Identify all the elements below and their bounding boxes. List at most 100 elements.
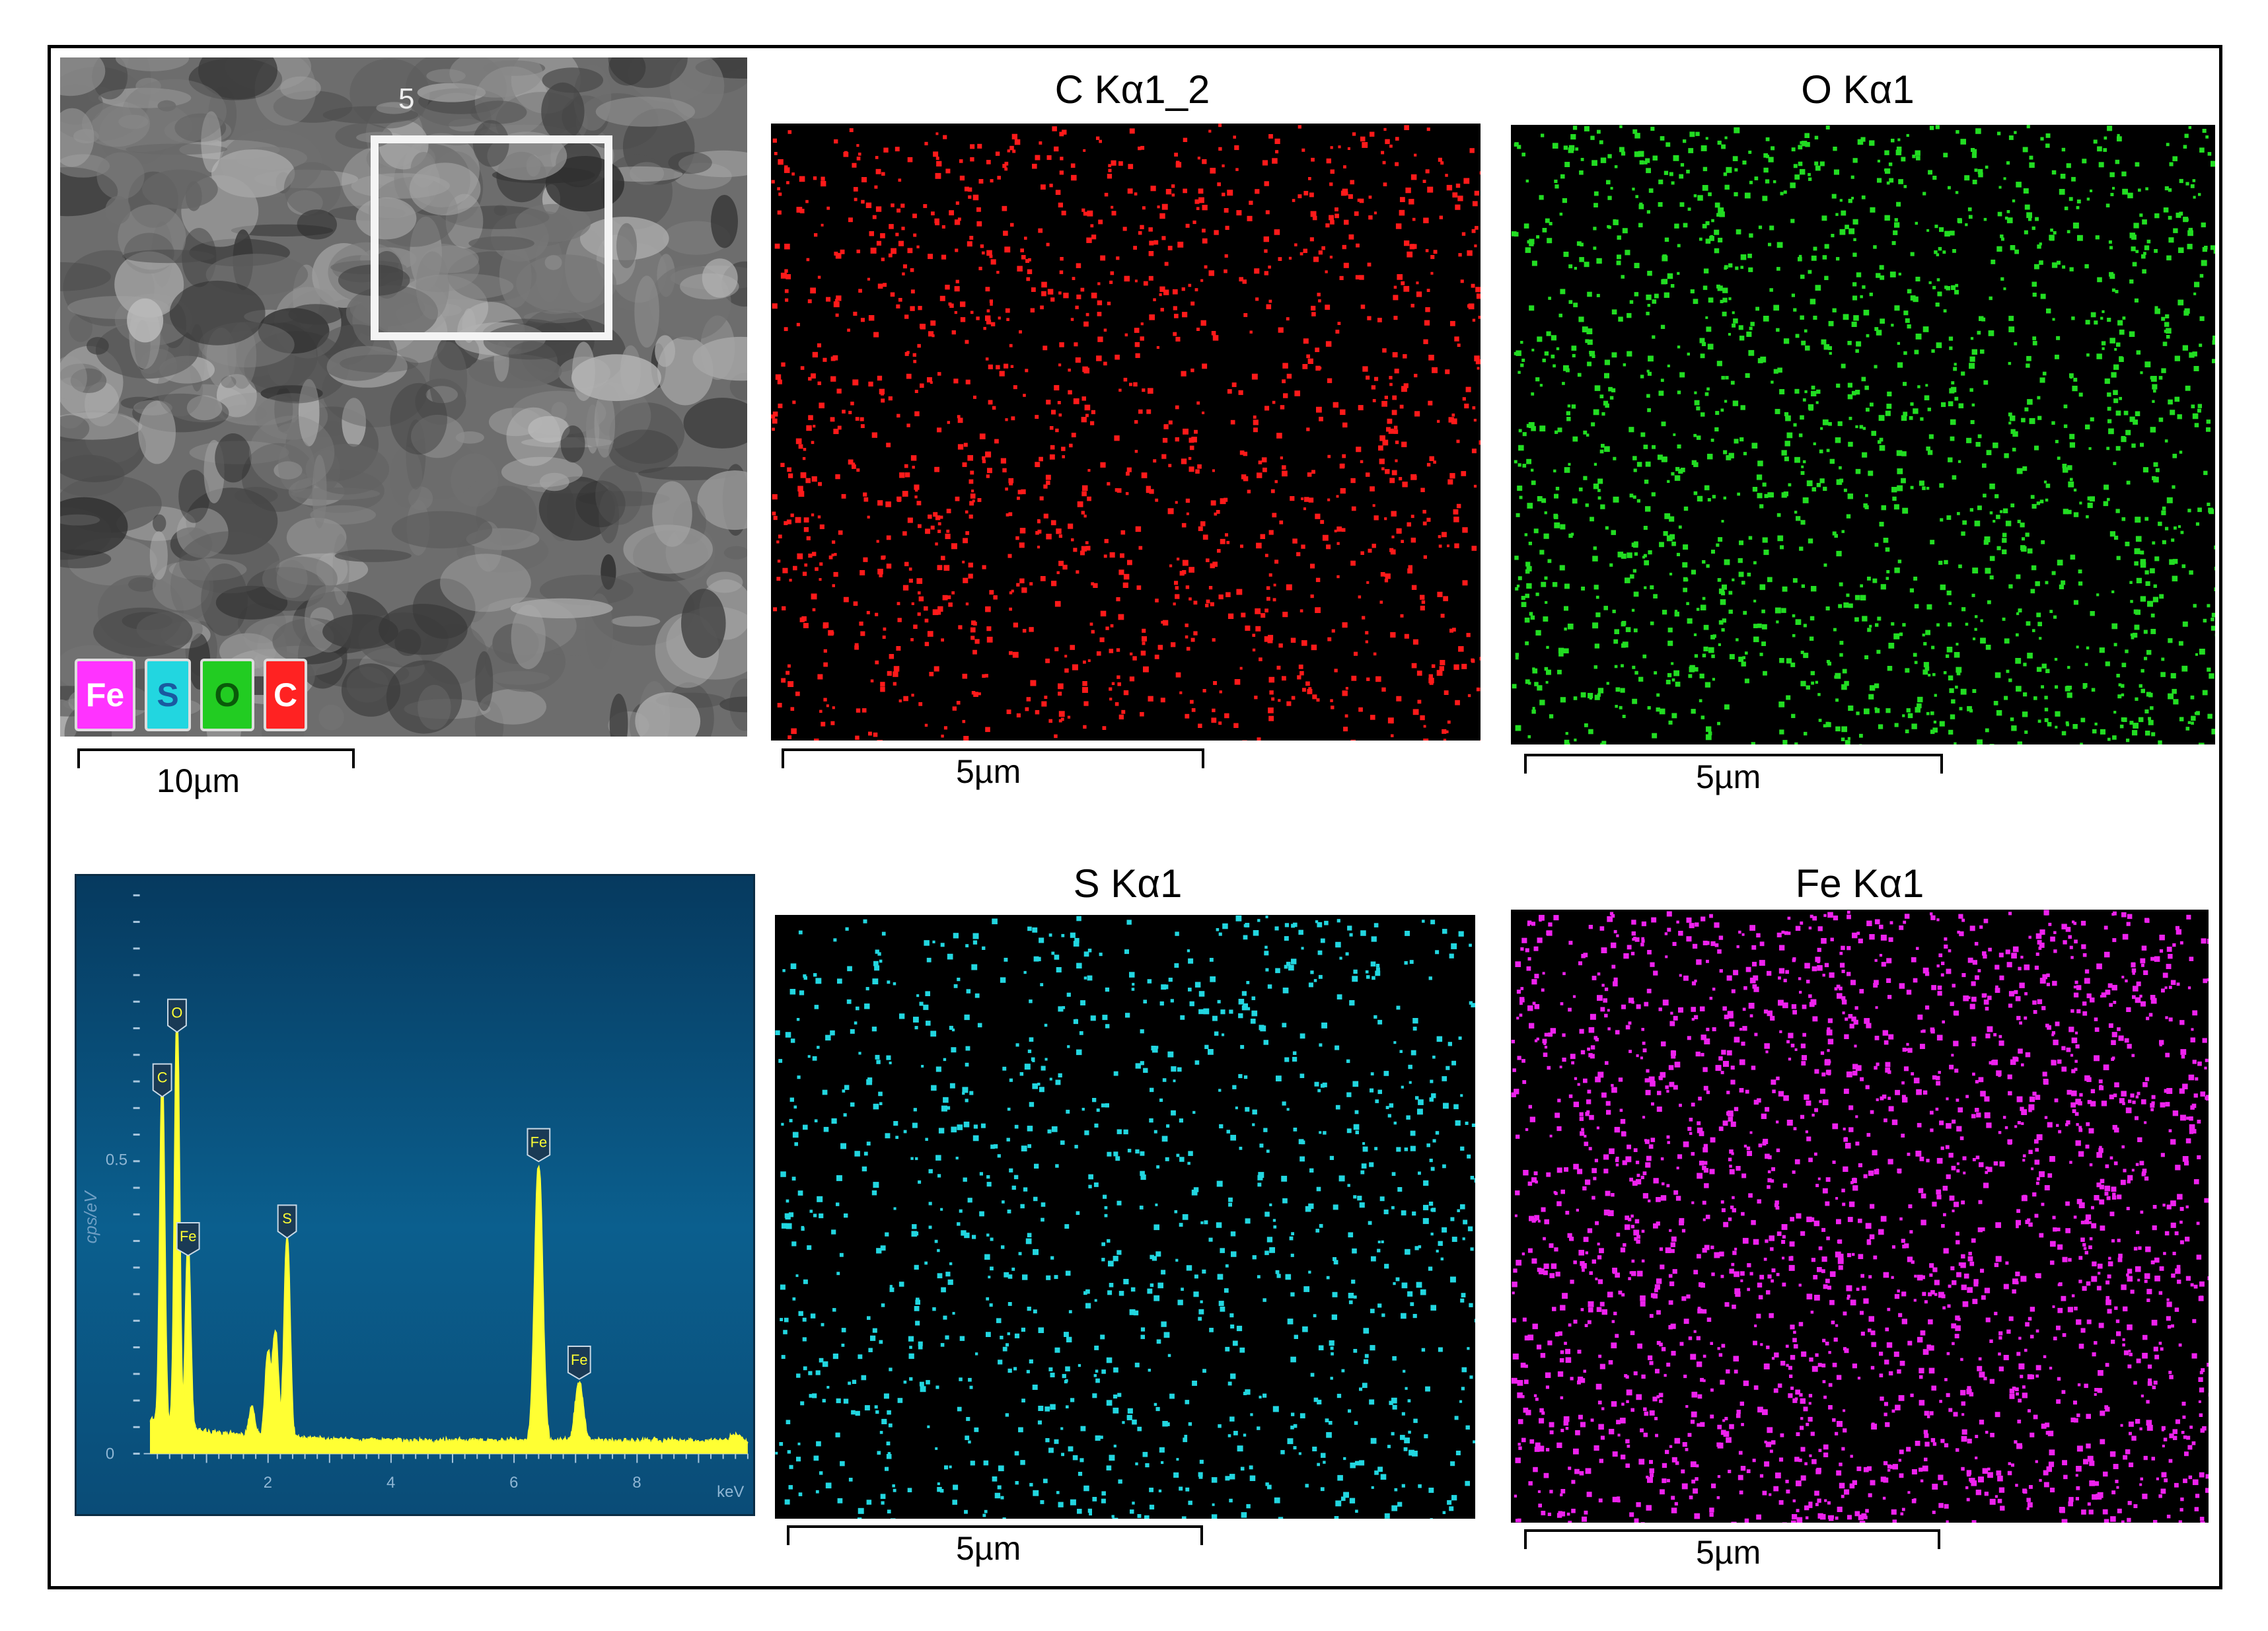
map-dot-s [1393,1041,1397,1044]
map-dot-o [1542,228,1547,233]
map-dot-c [987,468,992,474]
map-dot-c [949,303,954,308]
map-dot-s [1065,1270,1071,1276]
map-dot-s [1002,1200,1005,1204]
map-dot-s [1428,1202,1434,1206]
map-dot-o [1719,211,1725,217]
map-dot-o [1795,334,1800,338]
map-dot-o [1640,375,1644,379]
map-dot-fe [1584,1142,1589,1146]
map-dot-o [1625,250,1630,256]
map-dot-c [858,289,862,293]
map-dot-s [927,1425,930,1428]
map-dot-c [1342,422,1348,428]
map-dot-c [1104,538,1109,544]
map-dot-o [2012,199,2016,203]
map-dot-c [1476,687,1481,692]
map-dot-c [868,731,872,736]
map-dot-o [1977,330,1981,335]
map-dot-fe [1928,1367,1935,1374]
legend-label-fe: Fe [85,676,125,713]
map-dot-s [1037,1083,1041,1086]
map-dot-s [1218,932,1222,936]
map-dot-c [1425,169,1430,174]
map-dot-c [848,459,854,465]
map-dot-c [1345,686,1348,690]
map-dot-o [1661,456,1667,462]
map-dot-o [2198,193,2201,196]
map-dot-c [819,578,822,581]
map-dot-s [1377,1249,1381,1252]
map-dot-o [1763,153,1768,158]
map-dot-o [1515,725,1521,731]
map-dot-s [1181,1516,1187,1519]
map-dot-o [1755,307,1759,311]
map-dot-c [808,377,812,381]
map-dot-c [1097,282,1101,285]
map-dot-c [1272,158,1278,164]
map-dot-o [1930,711,1934,715]
map-dot-c [924,141,928,145]
map-dot-s [1101,1258,1105,1262]
map-dot-o [2057,260,2061,265]
map-dot-c [1224,497,1228,502]
map-dot-o [2134,298,2139,303]
map-dot-fe [1899,1217,1903,1221]
map-dot-s [920,1386,926,1393]
map-dot-o [2195,653,2198,656]
map-dot-o [2117,694,2122,699]
map-dot-o [1529,305,1535,311]
map-dot-c [1186,647,1190,651]
map-dot-o [1738,571,1744,577]
map-dot-s [1078,1363,1081,1367]
map-dot-o [2122,717,2127,722]
map-dot-s [1332,1291,1338,1297]
map-dot-o [2001,237,2004,241]
map-dot-o [2044,718,2049,723]
map-dot-fe [1560,1305,1566,1311]
map-dot-c [1282,470,1288,477]
map-dot-o [2144,361,2151,368]
map-dot-o [1699,237,1702,241]
map-dot-c [1050,520,1056,526]
map-dot-s [1140,1029,1144,1034]
map-dot-fe [1998,1331,2003,1336]
map-dot-c [1125,491,1129,495]
map-dot-fe [1662,1463,1667,1468]
map-dot-c [1025,707,1029,711]
map-dot-s [1303,1286,1310,1292]
map-dot-c [1266,304,1272,310]
map-dot-s [1230,1134,1236,1141]
map-dot-c [896,304,900,308]
map-dot-s [957,1124,963,1130]
map-dot-c [1302,364,1308,369]
map-dot-o [2158,376,2163,380]
map-dot-o [1526,423,1531,428]
map-dot-s [915,1321,920,1326]
map-dot-s [1314,1081,1319,1087]
map-dot-o [1969,709,1973,713]
map-dot-c [1384,573,1388,577]
map-dot-o [1606,180,1611,185]
map-dot-o [1994,672,2001,678]
map-dot-o [1712,678,1715,681]
map-dot-o [1960,688,1967,695]
map-dot-c [1175,501,1178,504]
map-dot-s [1113,1407,1119,1414]
map-dot-s [911,1231,918,1237]
map-dot-s [1450,1461,1455,1467]
map-dot-o [1778,701,1785,707]
map-dot-s [1211,1477,1218,1483]
map-dot-c [1383,182,1387,186]
map-dot-s [1027,1126,1033,1132]
map-dot-o [1738,558,1743,563]
map-dot-o [1706,726,1712,732]
map-dot-o [1634,541,1638,546]
map-dot-s [1263,1040,1268,1045]
map-dot-s [1240,1467,1245,1471]
map-dot-fe [2184,1161,2189,1166]
map-dot-s [1054,1275,1058,1280]
map-dot-s [1393,1282,1396,1286]
map-dot-s [1291,1232,1294,1235]
map-dot-o [2014,249,2019,254]
